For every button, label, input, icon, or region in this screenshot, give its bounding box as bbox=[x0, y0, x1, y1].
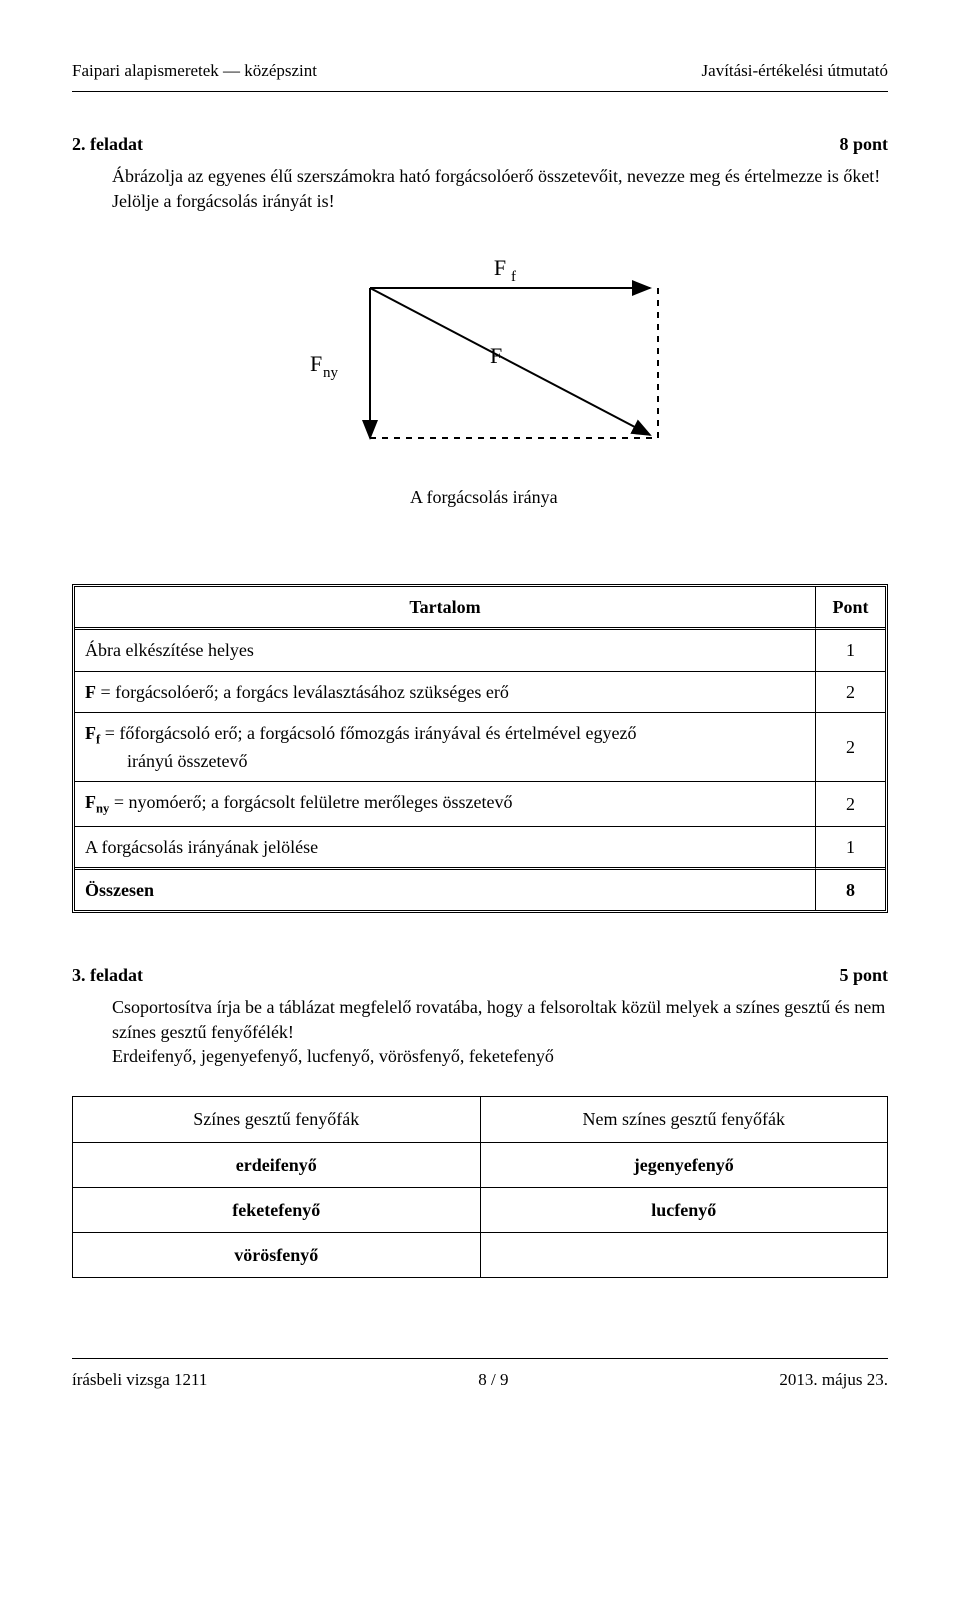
table-row: Fny = nyomóerő; a forgácsolt felületre m… bbox=[75, 782, 885, 827]
page-header: Faipari alapismeretek — középszint Javít… bbox=[72, 60, 888, 83]
footer-center: 8 / 9 bbox=[478, 1369, 508, 1392]
task2-prompt: Ábrázolja az egyenes élű szerszámokra ha… bbox=[112, 164, 888, 213]
task3-prompt: Csoportosítva írja be a táblázat megfele… bbox=[112, 995, 888, 1068]
cell-c2 bbox=[480, 1233, 888, 1278]
task2-header: 2. feladat 8 pont bbox=[72, 132, 888, 156]
table-row: vörösfenyő bbox=[73, 1233, 888, 1278]
header-right: Javítási-értékelési útmutató bbox=[702, 60, 888, 83]
cell-c2: lucfenyő bbox=[480, 1187, 888, 1232]
diagram-caption: A forgácsolás iránya bbox=[410, 487, 558, 507]
table-row: A forgácsolás irányának jelölése 1 bbox=[75, 827, 885, 870]
cell-points: 1 bbox=[815, 630, 885, 671]
cell-content: Ábra elkészítése helyes bbox=[75, 630, 815, 671]
total-value: 8 bbox=[815, 870, 885, 910]
task3-prompt-line1: Csoportosítva írja be a táblázat megfele… bbox=[112, 995, 888, 1044]
table-row: Ábra elkészítése helyes 1 bbox=[75, 630, 885, 671]
svg-text:f: f bbox=[511, 269, 516, 285]
svg-text:F: F bbox=[310, 351, 322, 376]
cell-points: 2 bbox=[815, 672, 885, 713]
cell-points: 2 bbox=[815, 782, 885, 827]
task2-points: 8 pont bbox=[839, 132, 888, 156]
col1-header: Színes gesztű fenyőfák bbox=[73, 1097, 481, 1142]
table-row: Ff = főforgácsoló erő; a forgácsoló főmo… bbox=[75, 713, 885, 782]
task3-header: 3. feladat 5 pont bbox=[72, 963, 888, 987]
cell-points: 2 bbox=[815, 713, 885, 782]
page-footer: írásbeli vizsga 1211 8 / 9 2013. május 2… bbox=[72, 1369, 888, 1392]
task3-table: Színes gesztű fenyőfák Nem színes gesztű… bbox=[72, 1096, 888, 1278]
svg-text:F: F bbox=[494, 255, 506, 280]
svg-text:ny: ny bbox=[323, 365, 339, 381]
footer-right: 2013. május 23. bbox=[779, 1369, 888, 1392]
force-diagram-svg: F f F F ny A forgácsolás iránya bbox=[240, 243, 720, 533]
cell-content: Fny = nyomóerő; a forgácsolt felületre m… bbox=[75, 782, 815, 827]
cell-c1: feketefenyő bbox=[73, 1187, 481, 1232]
table-row: erdeifenyő jegenyefenyő bbox=[73, 1142, 888, 1187]
cell-content: Ff = főforgácsoló erő; a forgácsoló főmo… bbox=[75, 713, 815, 782]
task2-label: 2. feladat bbox=[72, 132, 143, 156]
table-total-row: Összesen 8 bbox=[75, 870, 885, 910]
task3-points: 5 pont bbox=[839, 963, 888, 987]
footer-left: írásbeli vizsga 1211 bbox=[72, 1369, 207, 1392]
cell-content: A forgácsolás irányának jelölése bbox=[75, 827, 815, 870]
task2-prompt-text: Ábrázolja az egyenes élű szerszámokra ha… bbox=[112, 166, 880, 210]
table-row: feketefenyő lucfenyő bbox=[73, 1187, 888, 1232]
header-left: Faipari alapismeretek — középszint bbox=[72, 60, 317, 83]
col2-header: Nem színes gesztű fenyőfák bbox=[480, 1097, 888, 1142]
cell-c1: erdeifenyő bbox=[73, 1142, 481, 1187]
total-label: Összesen bbox=[75, 870, 815, 910]
th-tartalom: Tartalom bbox=[75, 587, 815, 630]
task2-scoring-table: Tartalom Pont Ábra elkészítése helyes 1 … bbox=[72, 584, 888, 913]
cell-c1: vörösfenyő bbox=[73, 1233, 481, 1278]
force-diagram: F f F F ny A forgácsolás iránya bbox=[72, 243, 888, 539]
svg-text:F: F bbox=[490, 343, 502, 368]
cell-c2: jegenyefenyő bbox=[480, 1142, 888, 1187]
header-rule bbox=[72, 91, 888, 92]
cell-content: F = forgácsolóerő; a forgács leválasztás… bbox=[75, 672, 815, 713]
table-header-row: Színes gesztű fenyőfák Nem színes gesztű… bbox=[73, 1097, 888, 1142]
cell-points: 1 bbox=[815, 827, 885, 870]
table-row: F = forgácsolóerő; a forgács leválasztás… bbox=[75, 672, 885, 713]
th-pont: Pont bbox=[815, 587, 885, 630]
task3-prompt-line2: Erdeifenyő, jegenyefenyő, lucfenyő, vörö… bbox=[112, 1044, 888, 1068]
footer-rule bbox=[72, 1358, 888, 1359]
task3-label: 3. feladat bbox=[72, 963, 143, 987]
